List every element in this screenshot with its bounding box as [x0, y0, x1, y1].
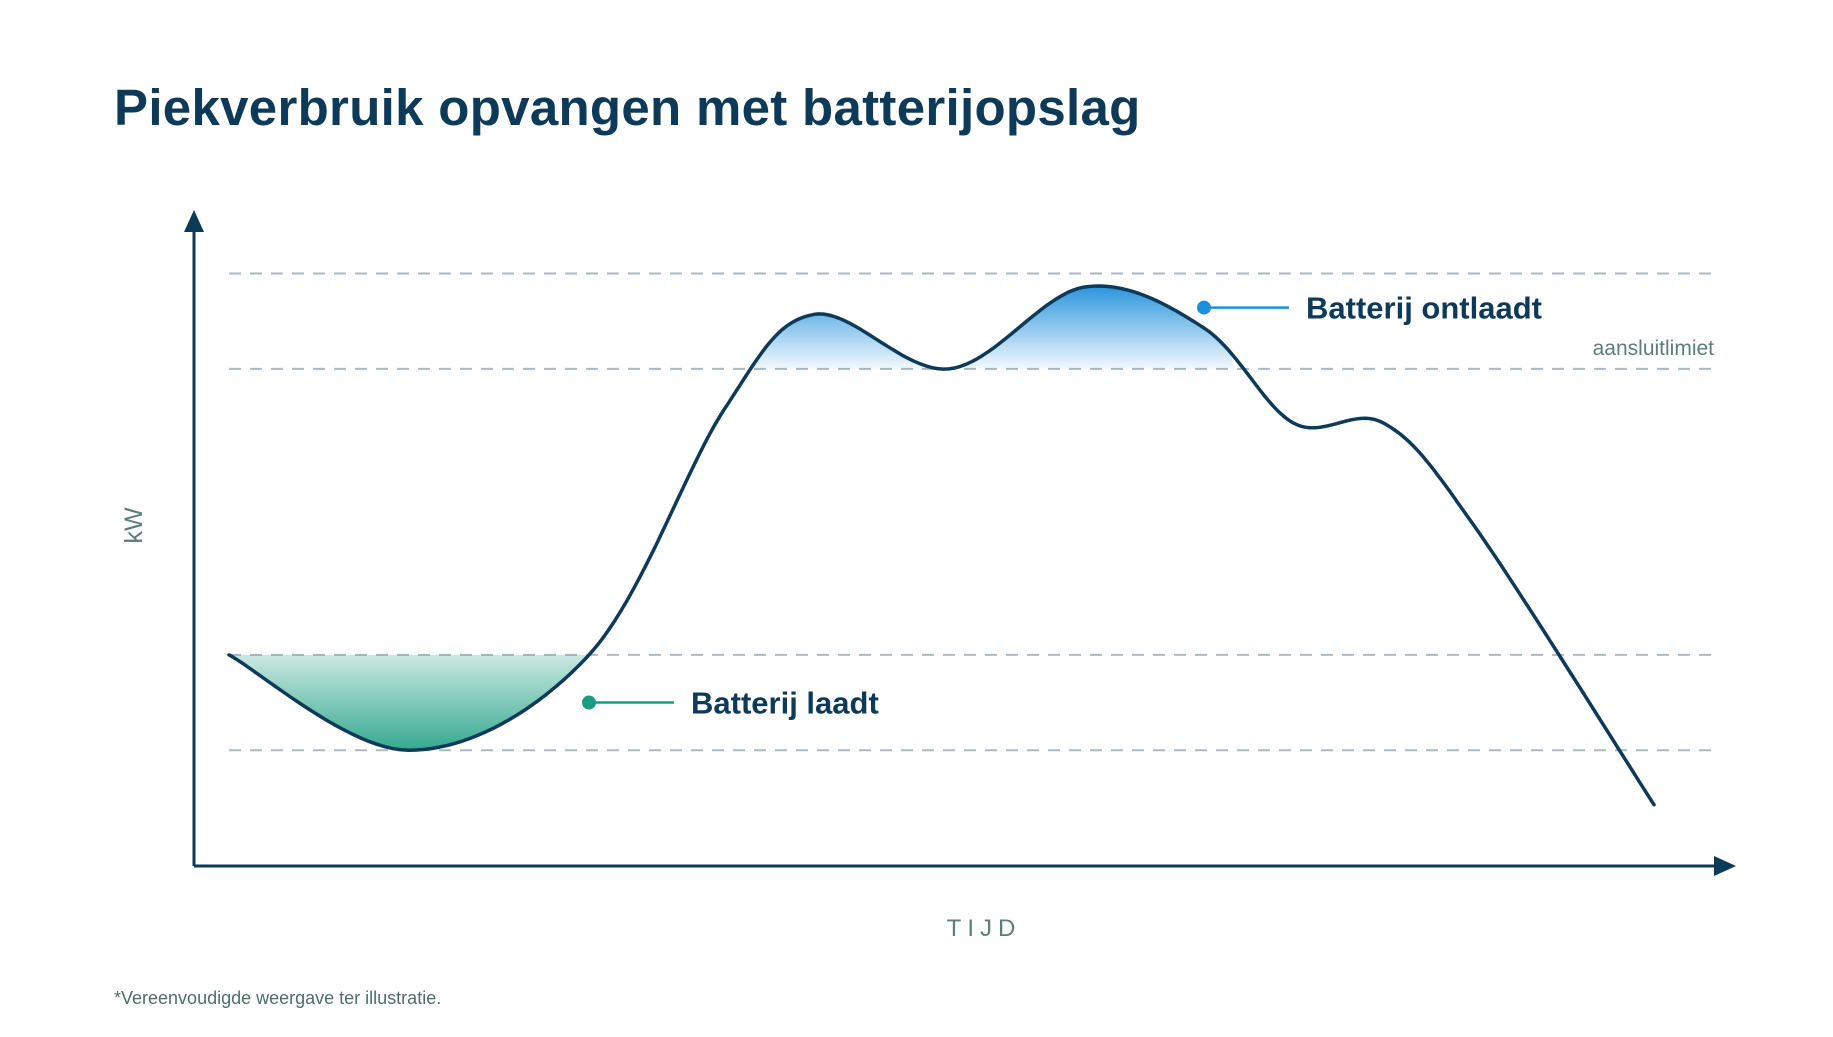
y-axis-arrow	[184, 210, 204, 232]
annotations: Batterij laadt Batterij ontlaadt	[582, 291, 1542, 721]
load-curve	[227, 284, 1656, 807]
axis-labels: TIJD kW	[120, 507, 1022, 942]
series-line	[227, 284, 1656, 807]
limit-label: aansluitlimiet	[1593, 337, 1715, 360]
x-axis-arrow	[1714, 856, 1736, 876]
charge-area	[229, 654, 589, 751]
discharge-area	[748, 286, 1233, 369]
x-axis-label: TIJD	[947, 915, 1022, 942]
footnote: *Vereenvoudigde weergave ter illustratie…	[114, 988, 442, 1008]
page-title: Piekverbruik opvangen met batterijopslag	[114, 79, 1141, 136]
y-axis-label: kW	[120, 507, 148, 544]
axes	[184, 210, 1736, 876]
annotation-label-2: Batterij ontlaadt	[1306, 291, 1542, 326]
annotation-label-1: Batterij laadt	[691, 686, 879, 721]
battery-fill-regions	[229, 286, 1233, 751]
